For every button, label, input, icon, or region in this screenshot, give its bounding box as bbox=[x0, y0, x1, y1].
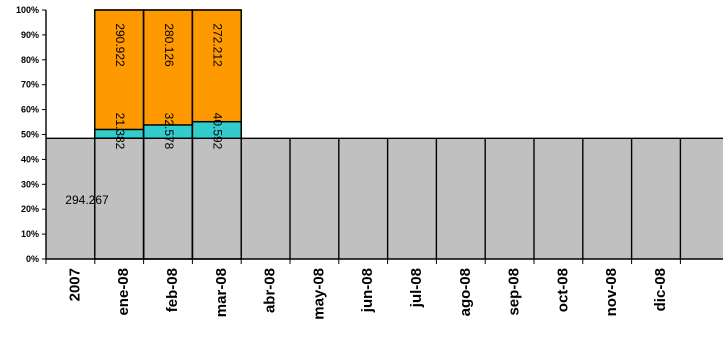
x-tick-label: mar-08 bbox=[213, 268, 230, 317]
x-tick-label: sep-08 bbox=[506, 268, 523, 316]
x-tick-label: 2007 bbox=[66, 268, 83, 301]
x-tick-label: abr-08 bbox=[262, 268, 279, 313]
x-tick-label: jul-08 bbox=[408, 268, 425, 308]
y-tick-label: 100% bbox=[16, 5, 39, 15]
base-area bbox=[46, 138, 723, 259]
y-tick-label: 0% bbox=[26, 254, 39, 264]
data-label: 40.592 bbox=[211, 113, 225, 150]
y-tick-label: 10% bbox=[21, 229, 39, 239]
bar-segment-ene-08-s1 bbox=[94, 9, 145, 131]
y-tick-label: 40% bbox=[21, 154, 39, 164]
x-tick-label: nov-08 bbox=[603, 268, 620, 316]
x-tick-label: dic-08 bbox=[652, 268, 669, 311]
y-tick-label: 70% bbox=[21, 80, 39, 90]
y-tick-label: 90% bbox=[21, 30, 39, 40]
base-data-label: 294.267 bbox=[65, 193, 109, 207]
x-tick-label: ago-08 bbox=[457, 268, 474, 316]
data-label: 272.212 bbox=[211, 23, 225, 67]
y-tick-label: 50% bbox=[21, 130, 39, 140]
x-tick-label: oct-08 bbox=[554, 268, 571, 312]
y-tick-label: 20% bbox=[21, 204, 39, 214]
data-label: 32.578 bbox=[162, 113, 176, 150]
y-tick-label: 30% bbox=[21, 179, 39, 189]
data-label: 280.126 bbox=[162, 23, 176, 67]
x-tick-label: feb-08 bbox=[164, 268, 181, 312]
data-label: 21.382 bbox=[113, 113, 127, 150]
y-tick-label: 80% bbox=[21, 55, 39, 65]
bar-segment-feb-08-s1 bbox=[142, 9, 194, 126]
x-tick-label: may-08 bbox=[310, 268, 327, 320]
y-tick-label: 60% bbox=[21, 105, 39, 115]
x-tick-label: jun-08 bbox=[359, 268, 376, 313]
x-tick-label: ene-08 bbox=[115, 268, 132, 316]
data-label: 290.922 bbox=[113, 23, 127, 67]
